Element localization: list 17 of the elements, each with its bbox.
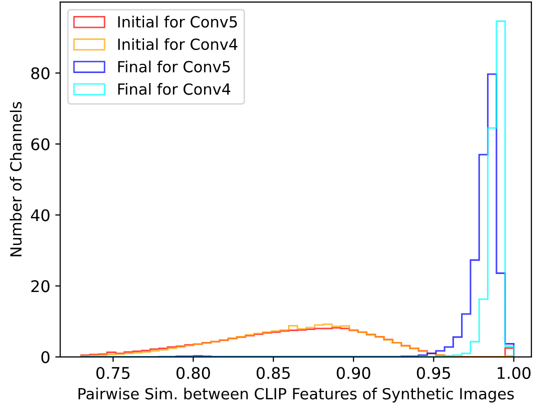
y-tick-label: 80 xyxy=(31,67,50,80)
legend-label: Final for Conv4 xyxy=(118,83,230,95)
legend-label: Initial for Conv5 xyxy=(118,16,237,28)
y-tick-label: 20 xyxy=(31,280,50,292)
legend-label: Final for Conv5 xyxy=(118,60,230,72)
legend-label: Initial for Conv4 xyxy=(118,38,238,50)
y-axis-title: Number of Channels xyxy=(10,102,22,256)
x-axis-title: Pairwise Sim. between CLIP Features of Synthetic Images xyxy=(78,388,514,402)
x-tick-label: 0.80 xyxy=(176,366,210,380)
y-tick-label: 0 xyxy=(41,351,50,364)
x-tick-label: 0.75 xyxy=(96,366,130,380)
y-tick-label: 40 xyxy=(30,209,50,222)
x-tick-label: 0.95 xyxy=(416,366,450,380)
x-tick-label: 0.90 xyxy=(336,366,370,380)
y-tick-label: 60 xyxy=(31,138,50,150)
x-tick-label: 1.00 xyxy=(498,366,530,380)
x-tick-label: 0.85 xyxy=(256,366,290,380)
